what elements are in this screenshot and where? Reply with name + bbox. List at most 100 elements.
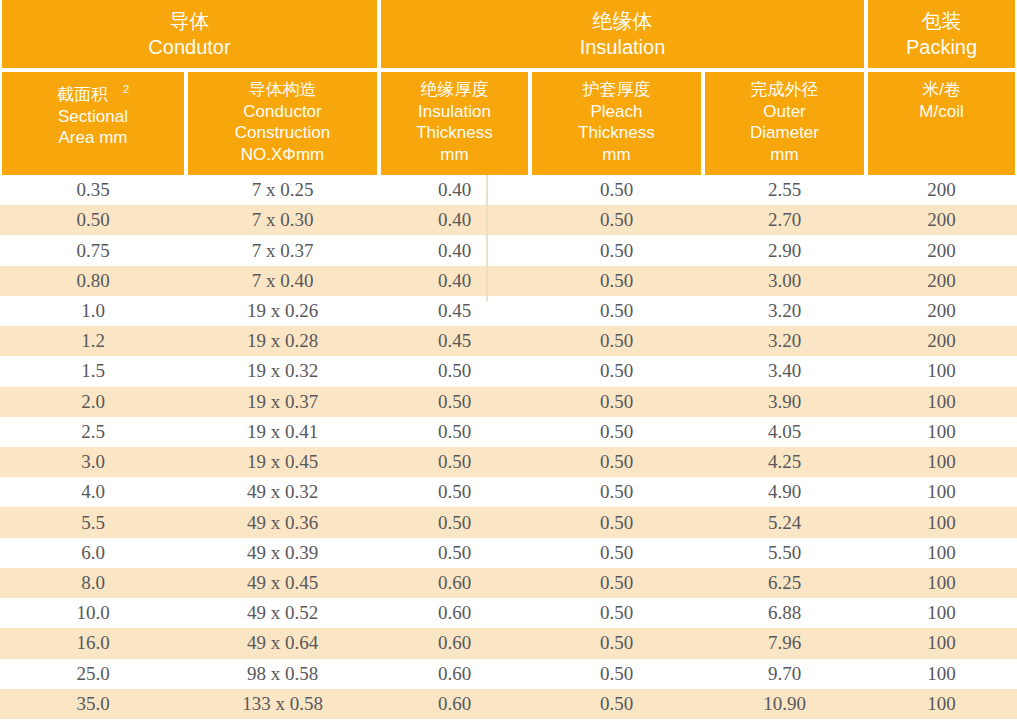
table-cell: 4.0 xyxy=(2,481,184,503)
table-cell: 100 xyxy=(868,512,1015,534)
table-cell: 100 xyxy=(868,602,1015,624)
table-cell: 0.50 xyxy=(532,602,701,624)
header-col-conductor-construction: 导体构造 Conductor Construction NO.XΦmm xyxy=(188,72,377,175)
table-cell: 2.5 xyxy=(2,421,184,443)
table-cell: 5.5 xyxy=(2,512,184,534)
table-cell: 0.50 xyxy=(532,330,701,352)
header-line: mm xyxy=(532,144,701,166)
table-cell: 19 x 0.26 xyxy=(188,300,377,322)
table-cell: 100 xyxy=(868,421,1015,443)
table-body: 0.357 x 0.250.400.502.552000.507 x 0.300… xyxy=(0,175,1017,719)
table-cell: 1.5 xyxy=(2,360,184,382)
table-cell: 0.45 xyxy=(381,300,528,322)
table-cell: 0.40 xyxy=(381,209,528,231)
table-cell: 200 xyxy=(868,209,1015,231)
table-cell: 2.0 xyxy=(2,391,184,413)
table-cell: 5.50 xyxy=(705,542,864,564)
table-cell: 98 x 0.58 xyxy=(188,663,377,685)
group-header-row: 导体 Condutor 绝缘体 Insulation 包装 Packing xyxy=(0,0,1017,68)
table-row: 1.019 x 0.260.450.503.20200 xyxy=(0,296,1017,326)
header-line: NO.XΦmm xyxy=(188,144,377,166)
table-cell: 0.50 xyxy=(532,542,701,564)
group-label-en: Packing xyxy=(906,34,977,60)
table-cell: 0.50 xyxy=(381,360,528,382)
table-cell: 7.96 xyxy=(705,632,864,654)
header-line: Construction xyxy=(188,122,377,144)
table-cell: 100 xyxy=(868,632,1015,654)
table-row: 6.049 x 0.390.500.505.50100 xyxy=(0,538,1017,568)
header-line: 护套厚度 xyxy=(532,79,701,101)
table-cell: 100 xyxy=(868,451,1015,473)
header-line: mm xyxy=(381,144,528,166)
table-cell: 6.0 xyxy=(2,542,184,564)
table-cell: 0.50 xyxy=(532,512,701,534)
table-cell: 200 xyxy=(868,300,1015,322)
table-cell: 0.50 xyxy=(532,300,701,322)
table-cell: 0.50 xyxy=(532,270,701,292)
header-col-outer-diameter: 完成外径 Outer Diameter mm xyxy=(705,72,864,175)
sub-header-row: 截面积2 Sectional Area mm 导体构造 Conductor Co… xyxy=(0,72,1017,175)
table-cell: 0.80 xyxy=(2,270,184,292)
header-line: Insulation xyxy=(381,101,528,123)
table-cell: 0.35 xyxy=(2,179,184,201)
header-text-zh: 截面积 xyxy=(57,85,108,104)
table-cell: 3.90 xyxy=(705,391,864,413)
header-line: 完成外径 xyxy=(705,79,864,101)
table-row: 10.049 x 0.520.600.506.88100 xyxy=(0,598,1017,628)
header-col-pleach-thickness: 护套厚度 Pleach Thickness mm xyxy=(532,72,701,175)
table-cell: 19 x 0.37 xyxy=(188,391,377,413)
table-cell: 35.0 xyxy=(2,693,184,715)
table-cell: 3.00 xyxy=(705,270,864,292)
header-line: M/coil xyxy=(868,101,1015,123)
table-cell: 49 x 0.39 xyxy=(188,542,377,564)
table-cell: 100 xyxy=(868,360,1015,382)
table-cell: 0.60 xyxy=(381,632,528,654)
header-line: 截面积2 xyxy=(2,79,184,106)
table-row: 0.357 x 0.250.400.502.55200 xyxy=(0,175,1017,205)
table-cell: 7 x 0.30 xyxy=(188,209,377,231)
table-cell: 2.55 xyxy=(705,179,864,201)
table-row: 4.049 x 0.320.500.504.90100 xyxy=(0,477,1017,507)
table-cell: 8.0 xyxy=(2,572,184,594)
table-cell: 6.25 xyxy=(705,572,864,594)
table-row: 0.507 x 0.300.400.502.70200 xyxy=(0,205,1017,235)
table-cell: 100 xyxy=(868,542,1015,564)
table-cell: 49 x 0.52 xyxy=(188,602,377,624)
table-cell: 49 x 0.45 xyxy=(188,572,377,594)
header-line: Thickness xyxy=(532,122,701,144)
header-col-sectional-area: 截面积2 Sectional Area mm xyxy=(2,72,184,175)
header-line: Pleach xyxy=(532,101,701,123)
table-cell: 5.24 xyxy=(705,512,864,534)
table-cell: 0.45 xyxy=(381,330,528,352)
table-cell: 9.70 xyxy=(705,663,864,685)
table-cell: 0.40 xyxy=(381,179,528,201)
header-line: Outer xyxy=(705,101,864,123)
table-cell: 0.60 xyxy=(381,572,528,594)
table-cell: 16.0 xyxy=(2,632,184,654)
table-cell: 0.50 xyxy=(532,572,701,594)
table-cell: 100 xyxy=(868,663,1015,685)
table-row: 5.549 x 0.360.500.505.24100 xyxy=(0,507,1017,537)
group-label-zh: 包装 xyxy=(922,8,962,34)
header-line: Thickness xyxy=(381,122,528,144)
table-row: 1.219 x 0.280.450.503.20200 xyxy=(0,326,1017,356)
table-cell: 4.25 xyxy=(705,451,864,473)
column-divider-artifact xyxy=(486,175,488,301)
table-cell: 7 x 0.40 xyxy=(188,270,377,292)
table-row: 25.098 x 0.580.600.509.70100 xyxy=(0,659,1017,689)
table-row: 1.519 x 0.320.500.503.40100 xyxy=(0,356,1017,386)
table-cell: 0.75 xyxy=(2,240,184,262)
group-label-zh: 导体 xyxy=(170,8,210,34)
header-line: 导体构造 xyxy=(188,79,377,101)
table-cell: 200 xyxy=(868,240,1015,262)
table-row: 3.019 x 0.450.500.504.25100 xyxy=(0,447,1017,477)
table-cell: 100 xyxy=(868,572,1015,594)
header-line: 米/卷 xyxy=(868,79,1015,101)
header-group-conductor: 导体 Condutor xyxy=(2,0,377,68)
table-cell: 49 x 0.36 xyxy=(188,512,377,534)
table-cell: 1.0 xyxy=(2,300,184,322)
table-cell: 2.70 xyxy=(705,209,864,231)
table-cell: 0.60 xyxy=(381,693,528,715)
table-cell: 10.90 xyxy=(705,693,864,715)
table-cell: 1.2 xyxy=(2,330,184,352)
